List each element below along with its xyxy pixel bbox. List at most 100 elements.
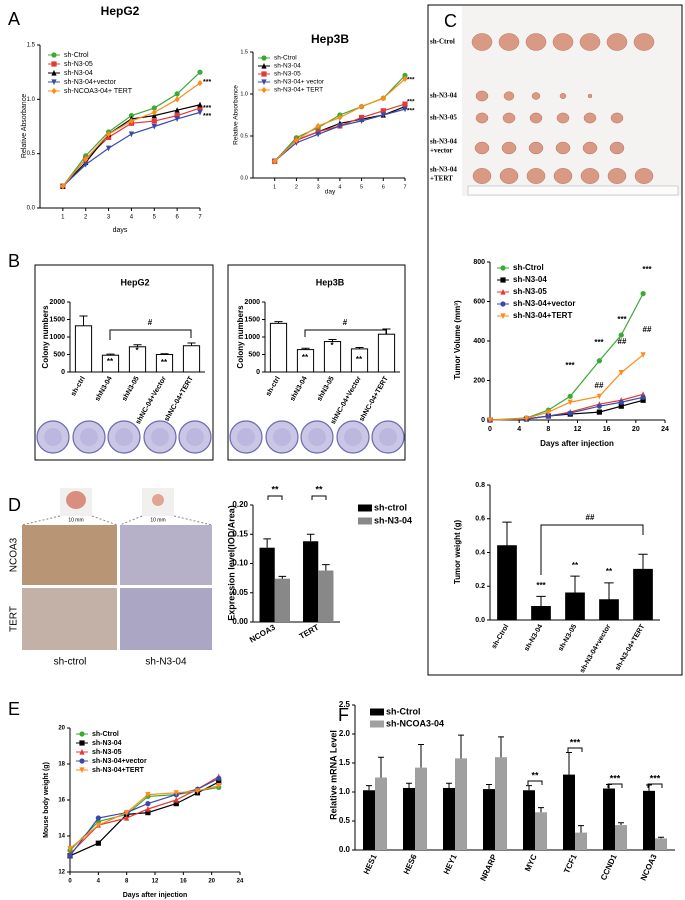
marker	[60, 183, 66, 190]
legend-swatch	[358, 504, 372, 512]
x-tick-label: 8	[125, 879, 129, 885]
colony-plate-center	[115, 428, 133, 446]
tumor	[528, 141, 544, 155]
y-tick-label: 500	[248, 351, 260, 358]
legend-swatch	[358, 517, 372, 525]
marker	[151, 109, 157, 116]
bar	[599, 599, 619, 621]
marker	[197, 109, 203, 116]
y-axis-label: Expression level(IOD/Area)	[226, 505, 236, 621]
y-tick-label: 18	[58, 762, 65, 768]
legend-label: sh-NCOA3-04+ TERT	[64, 88, 133, 95]
panel-box	[427, 4, 683, 676]
marker	[173, 796, 179, 803]
y-tick-label: 0.8	[475, 482, 485, 489]
annotation: ***	[565, 361, 575, 370]
x-tick-label: 3	[107, 215, 111, 221]
y-tick-label: 500	[53, 351, 65, 358]
x-tick-label: sh-ctrl	[70, 375, 87, 397]
tumor	[501, 141, 517, 155]
marker	[174, 91, 180, 97]
x-tick-label: 7	[198, 215, 202, 221]
error-bar	[301, 347, 310, 350]
legend-label: sh-N3-05	[64, 61, 93, 68]
x-tick-label: shNC-04+TERT	[358, 375, 390, 423]
marker	[337, 114, 343, 121]
marker	[174, 107, 180, 113]
marker	[315, 122, 321, 130]
marker	[83, 156, 89, 163]
y-axis-label: Colony numbers	[41, 305, 50, 369]
marker	[79, 740, 85, 746]
tumor	[634, 168, 654, 184]
colony-plate-center	[151, 428, 169, 446]
marker	[500, 277, 506, 283]
legend-label: sh-N3-04+TERT	[92, 767, 145, 774]
x-tick-label: NCOA3	[639, 852, 659, 882]
marker	[500, 301, 506, 307]
row-label: sh-N3-04	[430, 138, 457, 146]
tumor	[525, 33, 547, 51]
marker	[618, 403, 624, 409]
x-tick-label: 2	[84, 215, 88, 221]
bar	[377, 333, 396, 373]
marker	[261, 86, 267, 94]
marker	[145, 810, 151, 816]
row-label: +vector	[430, 147, 453, 155]
error-bar	[502, 521, 512, 546]
legend-label: sh-ctrol	[374, 502, 407, 512]
error-bar	[458, 734, 464, 759]
bracket	[109, 329, 192, 340]
colony-plate-center	[237, 428, 255, 446]
marker	[105, 145, 112, 152]
marker	[567, 399, 573, 406]
bar	[603, 788, 615, 850]
x-tick-label: shN3-04	[289, 375, 309, 402]
bar	[655, 838, 667, 850]
marker	[124, 810, 130, 816]
error-bar	[446, 782, 452, 788]
marker	[640, 397, 646, 403]
legend-label: sh-N3-05	[274, 71, 301, 78]
bar	[531, 606, 551, 621]
legend-label: sh-N3-04	[513, 275, 547, 284]
x-tick-label: shN3-04	[94, 375, 114, 402]
histology-image	[120, 525, 212, 585]
x-axis-label: days	[113, 227, 128, 234]
error-bar	[606, 783, 612, 789]
bar	[535, 812, 547, 850]
marker	[272, 158, 278, 165]
x-tick-label: 24	[237, 879, 244, 885]
y-tick-label: 0.0	[240, 175, 248, 181]
y-tick-label: 1000	[49, 334, 65, 341]
bar	[363, 790, 375, 850]
x-tick-label: 16	[180, 879, 187, 885]
legend-label: sh-N3-04+vector	[92, 758, 147, 765]
row-label: TERT	[9, 606, 20, 632]
annotation: **	[606, 567, 613, 576]
marker	[51, 52, 57, 58]
tumor	[587, 93, 593, 99]
y-tick-label: 1.5	[240, 49, 248, 55]
y-tick-label: 1.5	[27, 43, 36, 49]
x-tick-label: 4	[130, 215, 134, 221]
bracket	[304, 329, 387, 337]
marker	[545, 413, 551, 419]
error-bar	[278, 575, 287, 579]
bar	[497, 545, 517, 621]
tumor	[556, 112, 570, 124]
y-tick-label: 2000	[49, 299, 65, 306]
marker	[315, 131, 321, 138]
y-axis-label: Tumor Volume (mm³)	[453, 300, 462, 380]
marker	[500, 265, 506, 271]
row-label: sh-N3-05	[430, 114, 457, 122]
marker	[640, 291, 646, 297]
annotation: #	[148, 318, 153, 327]
legend-label: sh-Ctrol	[513, 263, 544, 272]
panel-label: B	[8, 251, 20, 271]
x-tick-label: 4	[517, 426, 521, 433]
bar	[495, 757, 507, 850]
error-bar	[526, 785, 532, 791]
annotation: ***	[642, 265, 652, 274]
x-tick-label: 6	[382, 184, 385, 190]
